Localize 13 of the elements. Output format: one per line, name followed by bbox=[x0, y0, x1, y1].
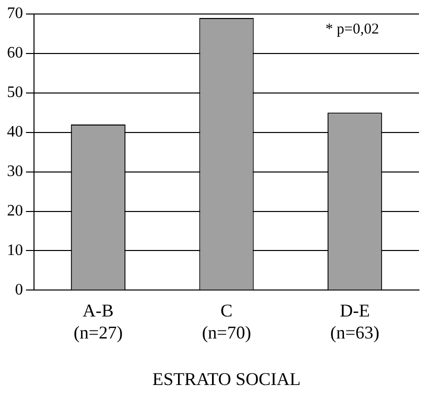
x-axis-title: ESTRATO SOCIAL bbox=[152, 368, 301, 389]
y-tick-label: 60 bbox=[7, 44, 23, 62]
y-tick-label: 70 bbox=[7, 5, 23, 22]
x-tick-label: D-E (n=63) bbox=[330, 300, 380, 342]
annotation: * p=0,02 bbox=[326, 21, 379, 38]
x-tick-label: A-B (n=27) bbox=[74, 300, 123, 342]
y-tick-label: 10 bbox=[7, 242, 23, 259]
x-tick-label: C (n=70) bbox=[202, 300, 252, 342]
y-tick-label: 30 bbox=[7, 163, 23, 180]
y-tick-label: 40 bbox=[7, 124, 23, 141]
y-tick-label: 0 bbox=[15, 281, 23, 298]
y-tick-label: 50 bbox=[7, 84, 23, 102]
y-tick-label: 20 bbox=[7, 202, 23, 220]
